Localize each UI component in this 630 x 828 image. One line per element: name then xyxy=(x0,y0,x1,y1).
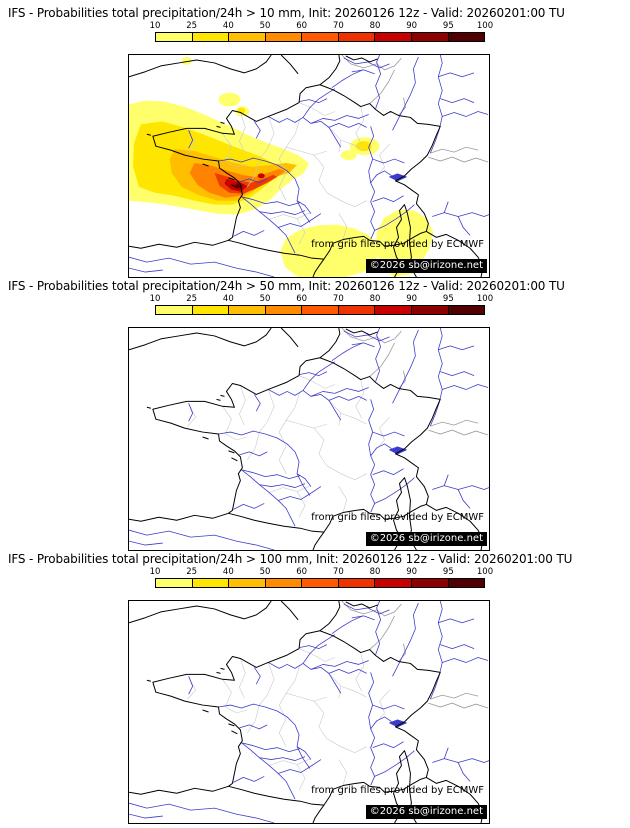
colorbar-segments xyxy=(155,32,485,42)
colorbar-segment xyxy=(228,33,265,41)
coastline xyxy=(129,601,484,823)
colorbar-segment xyxy=(374,306,411,314)
coastline xyxy=(129,55,484,277)
map-canvas: from grib files provided by ECMWF ©2026 … xyxy=(128,327,490,551)
france-map-svg xyxy=(129,601,489,823)
ecmwf-credit: from grib files provided by ECMWF xyxy=(311,239,484,250)
rivers xyxy=(129,55,489,277)
colorbar-tick-label: 60 xyxy=(296,294,308,304)
copyright-badge: ©2026 sb@irizone.net xyxy=(365,532,487,546)
ecmwf-credit: from grib files provided by ECMWF xyxy=(311,512,484,523)
colorbar-segment xyxy=(264,306,302,314)
colorbar-tick-label: 80 xyxy=(369,294,381,304)
colorbar-tick-label: 40 xyxy=(222,21,234,31)
colorbar-segment xyxy=(264,579,302,587)
colorbar-tick-label: 95 xyxy=(442,21,454,31)
ecmwf-credit: from grib files provided by ECMWF xyxy=(311,785,484,796)
colorbar-tick-label: 25 xyxy=(186,567,198,577)
colorbar-tick-label: 80 xyxy=(369,567,381,577)
colorbar-segment xyxy=(374,33,411,41)
colorbar-segment xyxy=(156,33,192,41)
country-borders xyxy=(341,601,489,709)
colorbar-tick-label: 25 xyxy=(186,21,198,31)
france-map-svg xyxy=(129,328,489,550)
coastline xyxy=(129,328,484,550)
colorbar-segment xyxy=(301,579,338,587)
colorbar-segment xyxy=(301,306,338,314)
colorbar-segment xyxy=(447,306,485,314)
colorbar-segment xyxy=(228,306,265,314)
colorbar-tick-label: 90 xyxy=(406,567,418,577)
rivers xyxy=(129,328,489,550)
map-canvas: from grib files provided by ECMWF ©2026 … xyxy=(128,54,490,278)
colorbar-tick-label: 70 xyxy=(332,294,344,304)
colorbar-tick-label: 25 xyxy=(186,294,198,304)
country-borders xyxy=(341,328,489,436)
colorbar-segment xyxy=(447,33,485,41)
colorbar-tick-label: 40 xyxy=(222,294,234,304)
colorbar-labels: 10 25 40 50 60 70 80 90 95 100 xyxy=(150,294,494,305)
country-borders xyxy=(341,55,489,163)
colorbar-tick-label: 10 xyxy=(149,21,161,31)
colorbar-segment xyxy=(374,579,411,587)
colorbar-tick-label: 10 xyxy=(149,294,161,304)
colorbar: 10 25 40 50 60 70 80 90 95 100 xyxy=(150,567,494,589)
colorbar-segment xyxy=(410,306,448,314)
colorbar-segment xyxy=(301,33,338,41)
colorbar-tick-label: 95 xyxy=(442,294,454,304)
colorbar-tick-label: 40 xyxy=(222,567,234,577)
panel-title: IFS - Probabilities total precipitation/… xyxy=(8,552,573,566)
rivers xyxy=(129,601,489,823)
forecast-panel-10mm: IFS - Probabilities total precipitation/… xyxy=(0,6,630,279)
colorbar-tick-label: 80 xyxy=(369,21,381,31)
forecast-panel-100mm: IFS - Probabilities total precipitation/… xyxy=(0,552,630,825)
colorbar-segment xyxy=(191,306,229,314)
colorbar-segments xyxy=(155,305,485,315)
colorbar: 10 25 40 50 60 70 80 90 95 100 xyxy=(150,294,494,316)
colorbar-segment xyxy=(410,33,448,41)
copyright-badge: ©2026 sb@irizone.net xyxy=(365,805,487,819)
colorbar-segment xyxy=(447,579,485,587)
colorbar-tick-label: 90 xyxy=(406,21,418,31)
colorbar-segment xyxy=(337,33,375,41)
colorbar-tick-label: 70 xyxy=(332,21,344,31)
colorbar-tick-label: 70 xyxy=(332,567,344,577)
colorbar-segment xyxy=(337,579,375,587)
colorbar-tick-label: 100 xyxy=(476,21,494,31)
panel-title: IFS - Probabilities total precipitation/… xyxy=(8,279,565,293)
colorbar-labels: 10 25 40 50 60 70 80 90 95 100 xyxy=(150,567,494,578)
department-borders xyxy=(187,375,390,518)
copyright-badge: ©2026 sb@irizone.net xyxy=(365,259,487,273)
colorbar-segment xyxy=(228,579,265,587)
colorbar-tick-label: 100 xyxy=(476,567,494,577)
colorbar-segment xyxy=(191,33,229,41)
colorbar-tick-label: 100 xyxy=(476,294,494,304)
colorbar-tick-label: 50 xyxy=(259,21,271,31)
colorbar: 10 25 40 50 60 70 80 90 95 100 xyxy=(150,21,494,43)
department-borders xyxy=(187,102,390,245)
panel-title: IFS - Probabilities total precipitation/… xyxy=(8,6,565,20)
colorbar-segment xyxy=(337,306,375,314)
colorbar-segments xyxy=(155,578,485,588)
colorbar-segment xyxy=(410,579,448,587)
colorbar-segment xyxy=(156,306,192,314)
colorbar-tick-label: 50 xyxy=(259,567,271,577)
colorbar-tick-label: 50 xyxy=(259,294,271,304)
department-borders xyxy=(187,648,390,791)
colorbar-labels: 10 25 40 50 60 70 80 90 95 100 xyxy=(150,21,494,32)
colorbar-tick-label: 90 xyxy=(406,294,418,304)
map-canvas: from grib files provided by ECMWF ©2026 … xyxy=(128,600,490,824)
colorbar-tick-label: 60 xyxy=(296,567,308,577)
colorbar-segment xyxy=(264,33,302,41)
colorbar-segment xyxy=(191,579,229,587)
colorbar-tick-label: 10 xyxy=(149,567,161,577)
colorbar-tick-label: 95 xyxy=(442,567,454,577)
colorbar-segment xyxy=(156,579,192,587)
colorbar-tick-label: 60 xyxy=(296,21,308,31)
forecast-panel-50mm: IFS - Probabilities total precipitation/… xyxy=(0,279,630,552)
